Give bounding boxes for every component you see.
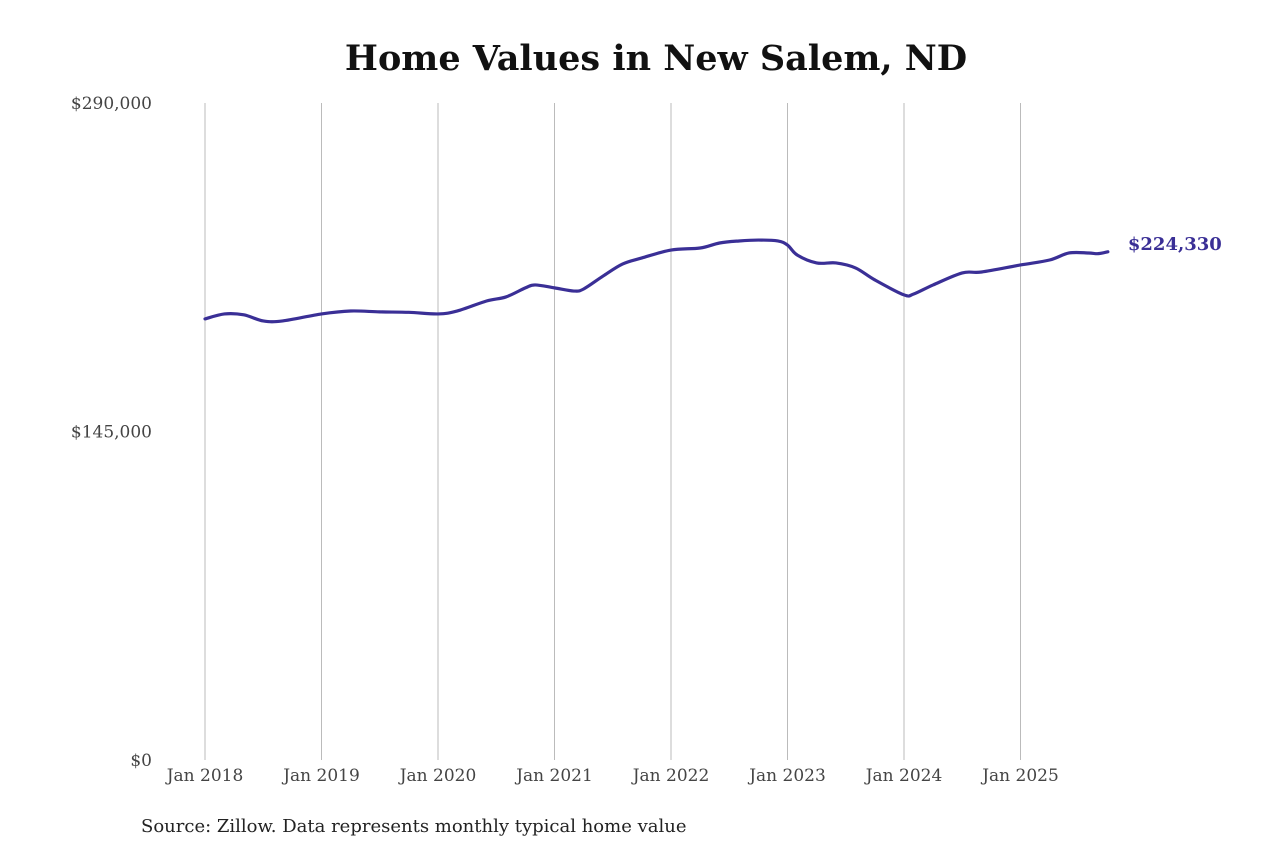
chart-title: Home Values in New Salem, ND [344, 38, 968, 79]
x-tick-label: Jan 2022 [631, 766, 710, 786]
y-tick-label: $290,000 [71, 94, 152, 114]
x-tick-label: Jan 2025 [980, 766, 1059, 786]
y-tick-label: $145,000 [71, 423, 152, 443]
y-tick-label: $0 [130, 751, 152, 771]
source-note: Source: Zillow. Data represents monthly … [141, 816, 687, 837]
x-tick-label: Jan 2020 [398, 766, 477, 786]
series-line [203, 238, 1110, 324]
x-tick-label: Jan 2019 [281, 766, 360, 786]
x-tick-label: Jan 2024 [864, 766, 943, 786]
x-tick-label: Jan 2023 [747, 766, 826, 786]
x-tick-label: Jan 2018 [165, 766, 244, 786]
end-value-label: $224,330 [1128, 234, 1222, 255]
x-tick-label: Jan 2021 [514, 766, 593, 786]
